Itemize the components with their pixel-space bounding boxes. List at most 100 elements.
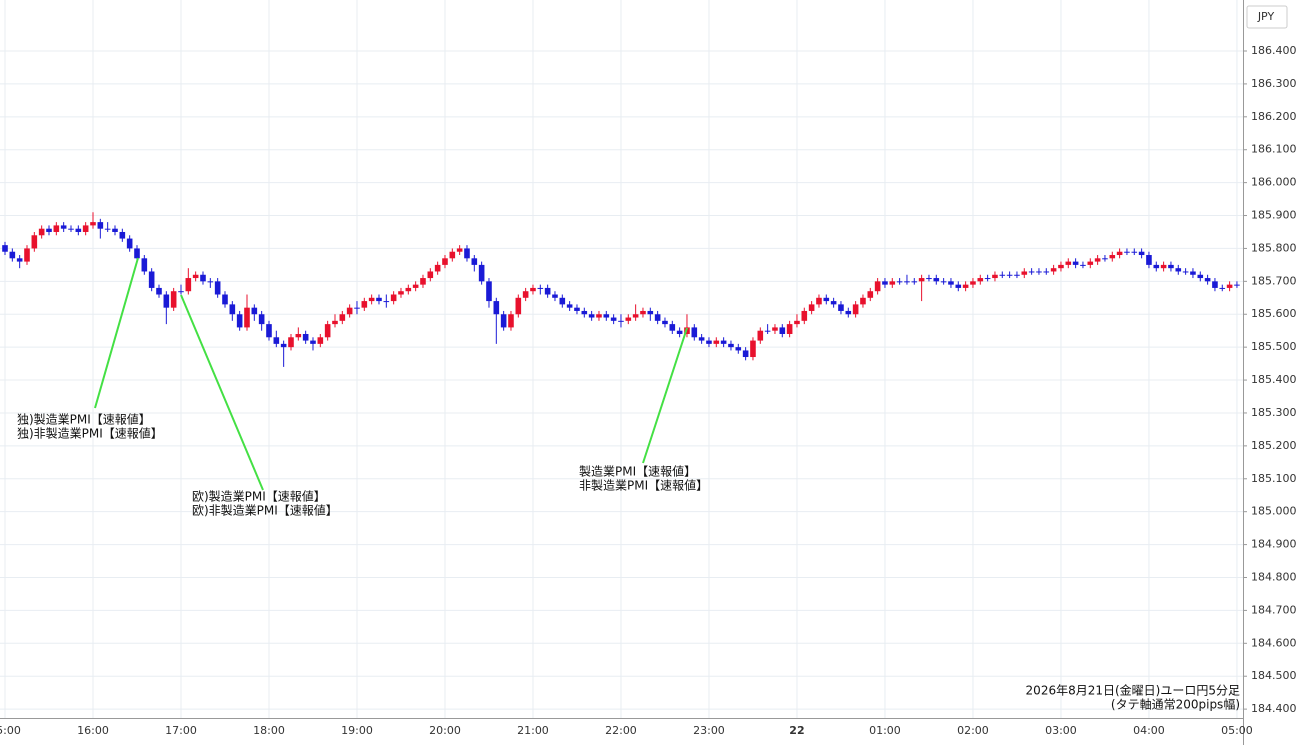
candle-body (493, 301, 500, 315)
candle-body (170, 291, 177, 308)
candle-body (904, 281, 910, 283)
annotation-text: 欧)製造業PMI【速報値】 (192, 489, 326, 504)
candle-body (588, 314, 595, 318)
candle-body (882, 281, 888, 285)
candle-body (625, 317, 632, 321)
candle-body (889, 281, 896, 285)
candle-body (801, 310, 808, 321)
candle-body (1058, 264, 1064, 269)
candle-body (933, 278, 940, 282)
candle-body (552, 294, 558, 298)
annotation-text: 製造業PMI【速報値】 (579, 464, 696, 479)
candle-body (134, 248, 140, 259)
candle-body (258, 314, 265, 325)
candle-body (310, 340, 316, 344)
candle-body (1021, 271, 1028, 275)
candle-body (112, 228, 118, 232)
candle-body (1197, 274, 1204, 279)
candle-body (317, 337, 324, 344)
candle-body (874, 281, 881, 292)
candle-body (940, 281, 947, 283)
candle-body (1138, 251, 1145, 256)
candle-body (1146, 255, 1152, 265)
candle-body (999, 274, 1006, 276)
candle-body (640, 310, 646, 315)
candle-body (845, 310, 852, 315)
candle-body (236, 314, 243, 328)
candle-body (324, 324, 331, 338)
candle-body (1160, 264, 1167, 269)
candle-body (412, 284, 419, 288)
candle-body (530, 287, 536, 292)
candle-body (38, 228, 45, 236)
y-tick-label: 185.000 (1251, 505, 1297, 518)
y-tick-label: 184.900 (1251, 538, 1297, 551)
y-tick-label: 186.200 (1251, 110, 1297, 123)
candle-body (779, 327, 786, 334)
y-tick-label: 186.100 (1251, 143, 1297, 156)
annotation-leader (642, 327, 688, 464)
candle-body (383, 301, 390, 303)
grid (0, 0, 1243, 718)
candle-body (1116, 251, 1123, 256)
annotation-text: 非製造業PMI【速報値】 (579, 478, 708, 493)
candle-body (1124, 251, 1130, 253)
candle-body (302, 333, 309, 341)
candle-body (742, 350, 749, 358)
candle-body (1234, 284, 1240, 286)
candle-body (918, 278, 925, 282)
candle-body (860, 297, 866, 305)
candle-body (251, 307, 258, 315)
candle-body (456, 248, 463, 252)
candle-body (449, 251, 456, 259)
x-tick-label: 03:00 (1045, 724, 1077, 737)
candle-body (75, 228, 82, 232)
candle-body (126, 238, 133, 249)
candle-body (1050, 268, 1057, 272)
candle-body (478, 264, 485, 282)
candle-body (610, 317, 617, 321)
candle-body (104, 228, 111, 230)
candle-body (185, 278, 192, 292)
candle-body (82, 225, 89, 232)
candle-body (192, 274, 199, 279)
candle-body (581, 310, 588, 315)
candle-body (420, 278, 426, 285)
y-tick-label: 184.800 (1251, 570, 1297, 583)
candle-body (757, 330, 764, 341)
candle-body (632, 314, 639, 318)
candle-body (603, 314, 610, 318)
candle-body (207, 281, 214, 283)
candle-body (522, 291, 529, 298)
candle-body (867, 291, 874, 298)
candle-body (574, 307, 580, 311)
candle-body (361, 301, 368, 308)
candle-body (977, 278, 984, 282)
candle-body (618, 320, 624, 322)
candle-body (390, 294, 397, 302)
candle-body (486, 281, 492, 302)
candle-body (852, 304, 859, 315)
y-tick-label: 186.400 (1251, 44, 1297, 57)
y-tick-label: 184.600 (1251, 636, 1297, 649)
candle-body (97, 222, 104, 229)
y-tick-label: 185.100 (1251, 472, 1297, 485)
candle-body (427, 271, 434, 279)
candle-body (794, 320, 800, 325)
candle-body (816, 297, 822, 305)
candle-body (90, 222, 96, 226)
currency-label: JPY (1257, 10, 1275, 23)
y-tick-label: 186.300 (1251, 77, 1297, 90)
currency-box (1246, 5, 1288, 29)
candle-body (948, 281, 954, 285)
candle-body (398, 291, 404, 295)
candle-body (229, 304, 236, 315)
candles (2, 212, 1240, 367)
candle-body (434, 264, 441, 272)
candle-body (442, 258, 448, 265)
candle-body (830, 301, 837, 305)
candle-body (214, 281, 221, 295)
x-tick-label: 21:00 (517, 724, 549, 737)
candle-body (2, 245, 8, 252)
